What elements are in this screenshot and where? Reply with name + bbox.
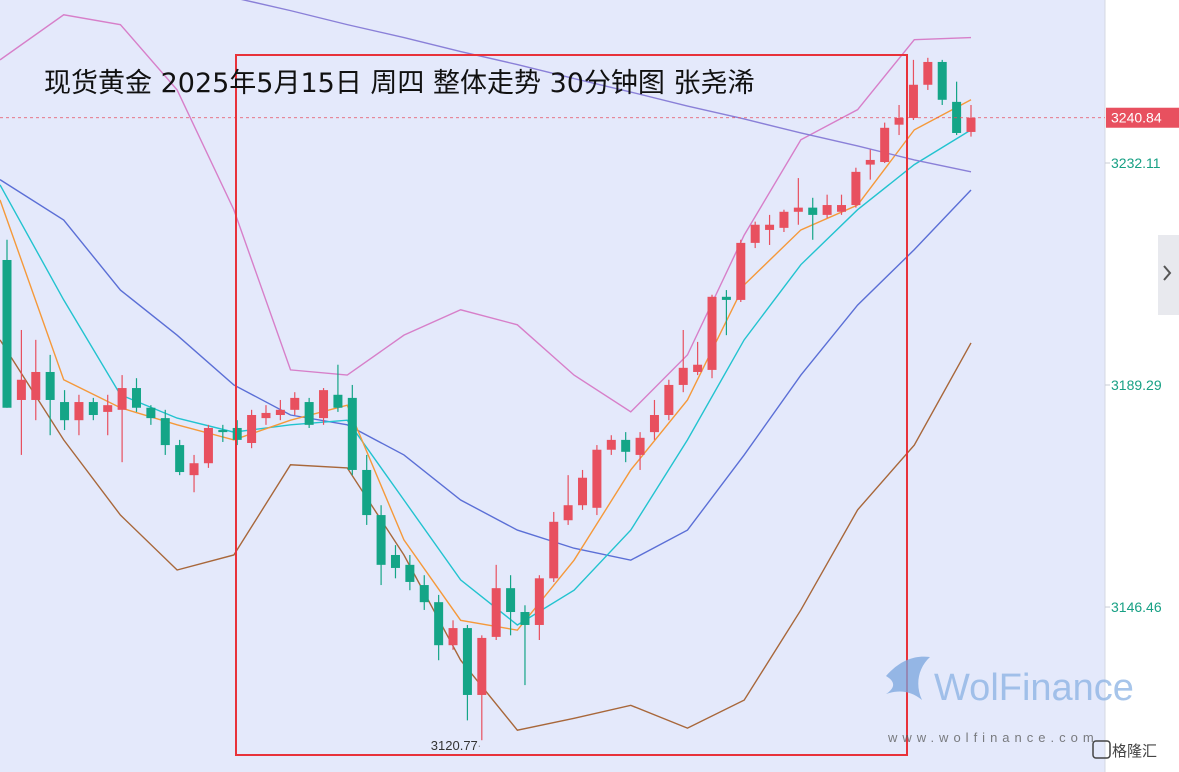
candle-body bbox=[765, 224, 775, 230]
candle-body bbox=[434, 602, 444, 646]
y-tick-label: 3232.11 bbox=[1111, 155, 1161, 171]
candle-body bbox=[837, 205, 847, 212]
candle-body bbox=[45, 371, 55, 400]
candle-body bbox=[894, 117, 904, 125]
candle-body bbox=[419, 585, 429, 603]
candle-body bbox=[549, 521, 559, 579]
watermark-brand: WolFinance bbox=[934, 667, 1134, 709]
candle-body bbox=[60, 402, 70, 421]
candle-body bbox=[592, 449, 602, 508]
candle-body bbox=[649, 415, 659, 433]
candle-body bbox=[448, 628, 458, 646]
last-price-tag bbox=[1106, 107, 1179, 128]
candle-body bbox=[477, 637, 487, 695]
candle-body bbox=[693, 364, 703, 372]
candle-body bbox=[175, 445, 185, 473]
candle-body bbox=[851, 171, 861, 206]
candle-body bbox=[117, 388, 127, 410]
candle-body bbox=[103, 405, 113, 412]
candle-body bbox=[347, 397, 357, 470]
candle-body bbox=[16, 379, 26, 400]
candle-body bbox=[491, 588, 501, 637]
low-label: 3120.77 bbox=[431, 738, 478, 753]
candle-body bbox=[462, 628, 472, 695]
candle-body bbox=[131, 388, 141, 408]
overlay-line bbox=[0, 129, 972, 626]
candle-body bbox=[74, 402, 84, 421]
highlight-box bbox=[235, 54, 908, 756]
source-logo bbox=[1092, 740, 1111, 759]
candle-body bbox=[218, 430, 228, 433]
candle-body bbox=[966, 117, 976, 132]
candle-body bbox=[304, 402, 314, 425]
candle-body bbox=[31, 371, 41, 400]
candle-body bbox=[678, 367, 688, 385]
candle-body bbox=[333, 394, 343, 408]
candle-body bbox=[362, 469, 372, 516]
candle-body bbox=[937, 61, 947, 100]
candle-body bbox=[908, 84, 918, 118]
last-price-label: 3240.84 bbox=[1111, 110, 1162, 126]
candle-body bbox=[664, 384, 674, 416]
watermark-url: www.wolfinance.com bbox=[887, 730, 1099, 745]
candle-body bbox=[189, 463, 199, 476]
candle-body bbox=[822, 205, 832, 215]
candle-body bbox=[506, 588, 516, 613]
candle-body bbox=[865, 159, 875, 165]
candle-body bbox=[146, 407, 156, 419]
candle-body bbox=[290, 397, 300, 410]
candle-body bbox=[923, 61, 933, 85]
candle-body bbox=[808, 207, 818, 215]
candle-body bbox=[376, 515, 386, 565]
candle-body bbox=[160, 418, 170, 446]
plot bbox=[0, 0, 1105, 741]
plot-background bbox=[0, 0, 1105, 772]
candle-body bbox=[520, 612, 530, 625]
candle-body bbox=[563, 505, 573, 521]
candle-body bbox=[232, 427, 242, 440]
overlay-line bbox=[0, 339, 972, 731]
y-tick-label: 3189.29 bbox=[1111, 377, 1162, 393]
source: 格隆汇 bbox=[1112, 742, 1157, 760]
candle-body bbox=[707, 296, 717, 370]
watermark: WolFinance www.wolfinance.com bbox=[886, 656, 1134, 745]
chart-title: 现货黄金 2025年5月15日 周四 整体走势 30分钟图 张尧浠 bbox=[44, 68, 755, 99]
candle-body bbox=[721, 296, 731, 300]
candle-body bbox=[578, 477, 588, 506]
candle-body bbox=[405, 564, 415, 582]
side-tab-arrow[interactable] bbox=[1163, 265, 1172, 281]
candle-body bbox=[635, 437, 645, 455]
candle-body bbox=[880, 127, 890, 163]
candle-body bbox=[203, 427, 213, 464]
overlay-line bbox=[0, 179, 972, 561]
candle-body bbox=[534, 578, 544, 625]
candle-body bbox=[390, 554, 400, 568]
candle-body bbox=[736, 242, 746, 300]
overlay-line bbox=[240, 0, 972, 173]
y-tick-label: 3146.46 bbox=[1111, 599, 1162, 615]
candle-body bbox=[261, 412, 271, 419]
candle-body bbox=[275, 409, 285, 416]
candle-body bbox=[88, 402, 98, 416]
candle-body bbox=[606, 439, 616, 450]
axis-background bbox=[1105, 0, 1179, 772]
candle-body bbox=[779, 211, 789, 228]
candle-body bbox=[793, 207, 803, 212]
watermark-logo bbox=[886, 656, 930, 700]
candle-body bbox=[247, 415, 257, 444]
candle-body bbox=[2, 259, 12, 408]
candle-body bbox=[621, 439, 631, 452]
candle-body bbox=[750, 224, 760, 243]
candle-body bbox=[319, 390, 329, 419]
